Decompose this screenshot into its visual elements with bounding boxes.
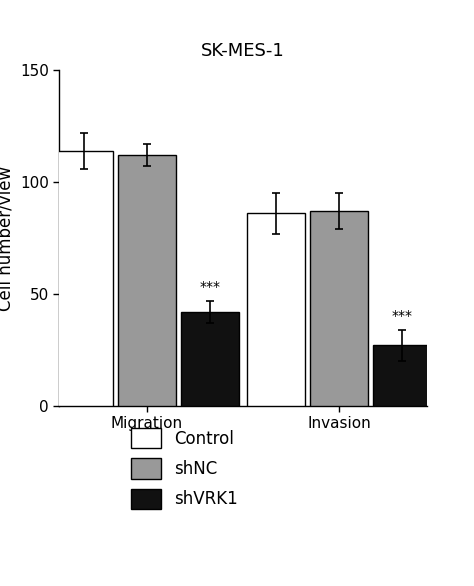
Bar [118, 155, 176, 406]
Bar [55, 151, 113, 406]
Title: SK-MES-1: SK-MES-1 [201, 42, 285, 60]
Bar [373, 345, 431, 406]
Bar [247, 213, 305, 406]
Text: ***: *** [199, 280, 220, 294]
Y-axis label: Cell number/view: Cell number/view [0, 165, 14, 311]
Legend: Control, shNC, shVRK1: Control, shNC, shVRK1 [123, 420, 246, 517]
Bar [181, 312, 238, 406]
Text: ***: *** [392, 309, 412, 323]
Bar [310, 211, 368, 406]
